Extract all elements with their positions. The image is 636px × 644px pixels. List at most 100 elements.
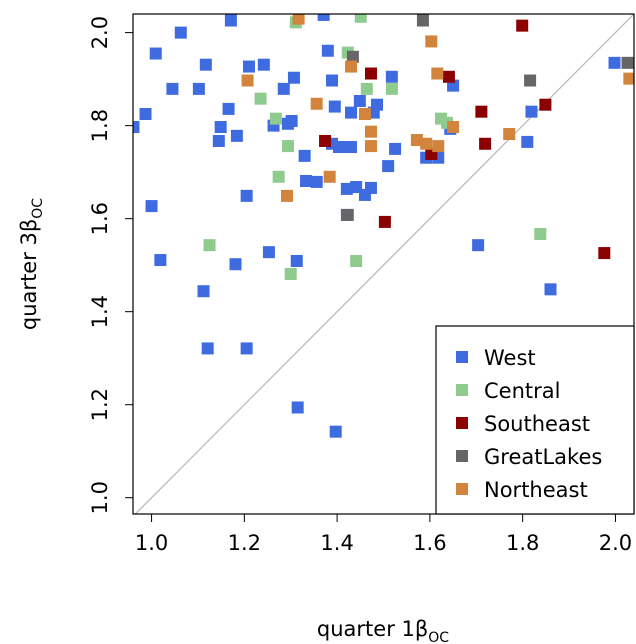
legend-swatch — [456, 450, 468, 462]
legend-swatch — [456, 351, 468, 363]
point — [475, 105, 488, 118]
x-axis-label: quarter 1βOC — [317, 617, 449, 644]
point — [410, 134, 423, 147]
legend-label: Southeast — [484, 412, 590, 436]
x-tick-label: 1.0 — [135, 531, 168, 555]
y-tick-label: 2.0 — [88, 16, 112, 49]
point — [479, 137, 492, 150]
point — [524, 74, 537, 87]
x-label-sub: OC — [428, 630, 449, 644]
point — [345, 60, 358, 73]
point — [378, 215, 391, 228]
y-tick-label: 1.6 — [88, 202, 112, 235]
point — [240, 189, 253, 202]
point — [222, 102, 235, 115]
x-tick-label: 1.6 — [413, 531, 446, 555]
point — [272, 170, 285, 183]
point — [285, 114, 298, 127]
plot-frame — [132, 13, 635, 515]
x-tick-label: 1.8 — [506, 531, 539, 555]
point — [214, 121, 227, 134]
point — [240, 342, 253, 355]
point — [364, 181, 377, 194]
point — [598, 247, 611, 260]
point — [544, 283, 557, 296]
point — [354, 14, 367, 23]
point — [623, 72, 634, 85]
legend-swatch — [456, 417, 468, 429]
y-tick-label: 1.4 — [88, 295, 112, 328]
point — [608, 56, 621, 69]
point — [145, 200, 158, 213]
point — [621, 56, 634, 69]
point — [281, 140, 294, 153]
point — [425, 35, 438, 48]
point — [292, 14, 305, 25]
point — [154, 254, 167, 267]
y-tick-label: 1.8 — [88, 109, 112, 142]
legend-swatch — [456, 483, 468, 495]
point — [350, 181, 363, 194]
point — [420, 137, 433, 150]
x-tick-label: 1.4 — [320, 531, 353, 555]
legend-swatch — [456, 384, 468, 396]
point — [230, 129, 243, 142]
point — [442, 70, 455, 83]
point — [364, 67, 377, 80]
point — [298, 149, 311, 162]
point — [284, 268, 297, 280]
point — [321, 44, 334, 57]
point — [385, 70, 398, 83]
point — [242, 60, 255, 73]
point — [323, 170, 336, 183]
point — [199, 58, 212, 71]
legend-label: Northeast — [484, 478, 588, 502]
y-tick-label: 1.2 — [88, 388, 112, 421]
point — [525, 105, 538, 118]
point — [364, 140, 377, 153]
point — [503, 128, 516, 140]
point — [382, 160, 395, 173]
point — [341, 208, 354, 221]
point — [291, 401, 304, 414]
y-label-main: quarter 3β — [17, 219, 41, 330]
point — [269, 112, 282, 125]
legend-label: Central — [484, 379, 560, 403]
point — [345, 106, 358, 119]
point — [472, 239, 485, 252]
x-label-main: quarter 1β — [317, 617, 428, 641]
point — [317, 14, 330, 21]
legend-box — [435, 325, 635, 515]
point — [516, 19, 529, 32]
x-tick-label: 2.0 — [599, 531, 632, 555]
y-label-sub: OC — [30, 198, 46, 219]
point — [389, 142, 402, 155]
point — [262, 246, 275, 259]
point — [241, 74, 254, 87]
point — [300, 174, 313, 187]
y-tick-label: 1.0 — [88, 481, 112, 514]
point — [139, 108, 152, 120]
point — [534, 228, 547, 240]
legend-label: GreatLakes — [484, 445, 602, 469]
point — [416, 14, 429, 27]
legend-label: West — [484, 346, 536, 370]
point — [539, 98, 552, 111]
point — [149, 47, 162, 60]
point — [340, 182, 353, 195]
point — [326, 74, 339, 87]
point — [364, 125, 377, 138]
point — [328, 100, 341, 113]
point — [431, 67, 444, 80]
point — [345, 141, 358, 154]
point — [203, 239, 216, 252]
point — [385, 82, 398, 95]
point — [290, 254, 303, 267]
point — [254, 92, 267, 105]
point — [287, 71, 300, 84]
point — [521, 135, 534, 148]
x-tick-label: 1.2 — [228, 531, 261, 555]
point — [174, 26, 187, 39]
point — [197, 285, 210, 298]
